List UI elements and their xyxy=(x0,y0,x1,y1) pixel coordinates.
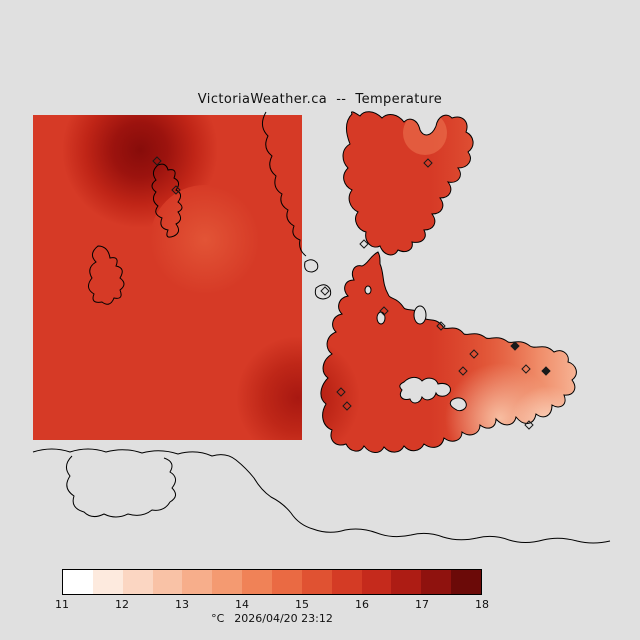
station-marker xyxy=(320,286,330,296)
station-marker xyxy=(379,306,389,316)
station-marker xyxy=(469,349,479,359)
small-island-outline xyxy=(314,284,332,300)
scale-caption: °C 2026/04/20 23:12 xyxy=(62,612,482,625)
station-marker xyxy=(524,420,534,430)
water-features xyxy=(364,285,467,412)
coastlines xyxy=(32,111,611,544)
scale-segment xyxy=(391,570,422,594)
scale-tick-label: 14 xyxy=(235,598,249,611)
station-marker xyxy=(336,387,346,397)
station-marker xyxy=(359,239,369,249)
station-marker xyxy=(342,401,352,411)
station-marker xyxy=(521,364,531,374)
scale-segment xyxy=(421,570,452,594)
small-island-outline xyxy=(304,259,319,273)
scale-segment xyxy=(361,570,392,594)
coastline-south-peninsula xyxy=(32,448,611,544)
island-chain-outline xyxy=(151,163,183,238)
scale-segment xyxy=(122,570,153,594)
lake xyxy=(376,311,386,325)
cool-pocket xyxy=(445,363,555,453)
scale-ticks: 11 12 13 14 15 16 17 18 xyxy=(55,598,489,611)
scale-segment xyxy=(331,570,362,594)
station-marker xyxy=(458,366,468,376)
scale-tick-label: 13 xyxy=(175,598,189,611)
scale-segment xyxy=(272,570,302,594)
coastline-east-shore xyxy=(262,111,307,257)
scale-segment xyxy=(212,570,243,594)
map-title: VictoriaWeather.ca -- Temperature xyxy=(197,92,443,107)
scale-segment xyxy=(152,570,183,594)
scale-tick-label: 16 xyxy=(355,598,369,611)
harbour-inlet xyxy=(449,397,467,412)
bay-outline xyxy=(66,455,176,518)
scale-segment xyxy=(451,570,482,594)
scale-timestamp: 2026/04/20 23:12 xyxy=(234,612,333,625)
lake xyxy=(413,305,427,325)
cool-pocket xyxy=(510,386,577,453)
scale-segment xyxy=(182,570,213,594)
scale-tick-label: 15 xyxy=(295,598,309,611)
harbour-inlet xyxy=(399,376,451,404)
temperature-field xyxy=(33,111,577,453)
lake xyxy=(364,285,372,295)
station-marker xyxy=(171,185,181,195)
scale-unit-label: °C xyxy=(211,612,225,625)
scale-tick-label: 17 xyxy=(415,598,429,611)
temperature-scale-bar xyxy=(62,569,482,595)
station-marker xyxy=(510,341,520,351)
station-marker xyxy=(152,156,162,166)
scale-segment xyxy=(92,570,123,594)
warm-blob xyxy=(150,185,260,295)
station-marker xyxy=(541,366,551,376)
station-marker xyxy=(423,158,433,168)
scale-segment xyxy=(63,570,93,594)
scale-segment xyxy=(242,570,273,594)
island-outline xyxy=(88,245,125,305)
scale-tick-label: 12 xyxy=(115,598,129,611)
scale-tick-label: 11 xyxy=(55,598,69,611)
scale-tick-label: 18 xyxy=(475,598,489,611)
station-markers xyxy=(152,156,551,430)
station-marker xyxy=(436,321,446,331)
scale-segment xyxy=(301,570,332,594)
hot-anomaly-blob-south xyxy=(236,336,360,453)
